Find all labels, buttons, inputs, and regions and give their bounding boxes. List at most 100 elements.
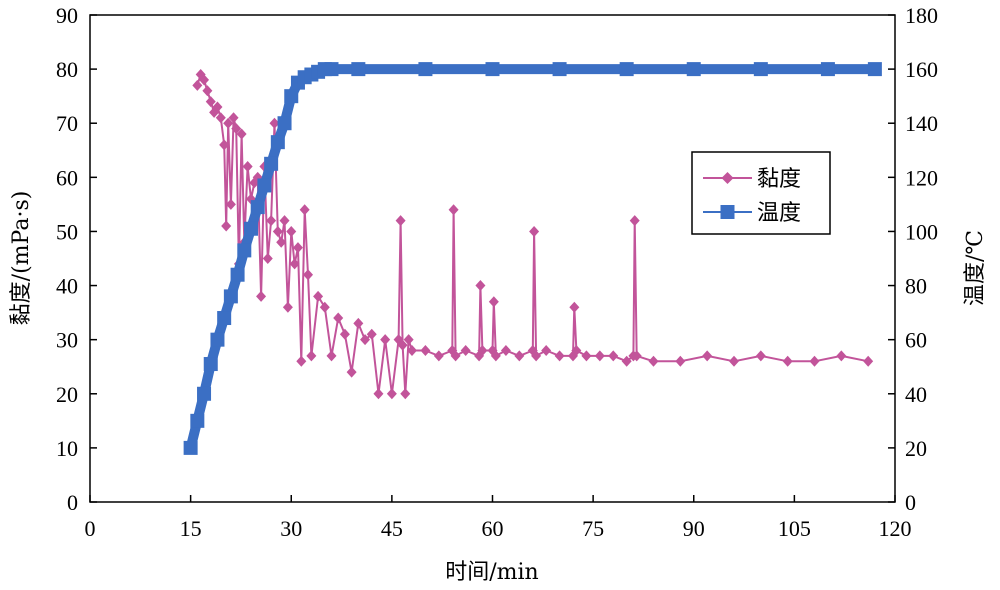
viscosity-point xyxy=(809,355,820,367)
viscosity-point xyxy=(863,355,874,367)
temperature-point xyxy=(197,386,212,401)
viscosity-point xyxy=(397,339,408,351)
viscosity-point xyxy=(256,290,267,302)
viscosity-point xyxy=(296,355,307,367)
viscosity-point xyxy=(333,312,344,324)
viscosity-point xyxy=(360,334,371,346)
temperature-point xyxy=(277,116,292,131)
legend-box xyxy=(691,151,831,235)
viscosity-point xyxy=(407,344,417,356)
viscosity-point xyxy=(282,301,293,313)
viscosity-point xyxy=(353,317,364,329)
viscosity-point xyxy=(477,344,488,356)
temperature-point xyxy=(324,62,339,77)
x-tick-label: 120 xyxy=(879,516,912,541)
y-right-tick-label: 20 xyxy=(905,436,927,461)
y-axis-right-title: 温度/℃ xyxy=(963,230,988,306)
y-left-tick-label: 30 xyxy=(56,328,78,353)
viscosity-point xyxy=(395,215,406,227)
temperature-point xyxy=(485,62,500,77)
viscosity-point xyxy=(420,344,431,356)
y-left-tick-label: 60 xyxy=(56,165,78,190)
y-right-tick-label: 40 xyxy=(905,382,927,407)
legend-label-temperature: 温度 xyxy=(757,201,801,226)
y-right-tick-label: 100 xyxy=(905,219,938,244)
temperature-point xyxy=(237,243,252,258)
y-right-tick-label: 180 xyxy=(905,3,938,28)
temperature-point xyxy=(223,289,238,304)
x-tick-label: 45 xyxy=(381,516,403,541)
viscosity-point xyxy=(621,355,632,367)
x-axis: 0 15 30 45 60 75 90 105 120 xyxy=(85,495,912,541)
viscosity-point xyxy=(242,161,253,173)
viscosity-point xyxy=(306,350,317,362)
viscosity-point xyxy=(228,112,239,124)
viscosity-point xyxy=(276,236,287,248)
y-right-tick-label: 140 xyxy=(905,111,938,136)
y-right-tick-label: 160 xyxy=(905,57,938,82)
temperature-point xyxy=(250,200,265,215)
viscosity-point xyxy=(460,344,471,356)
temperature-point xyxy=(351,62,366,77)
viscosity-point xyxy=(433,350,444,362)
y-right-tick-label: 60 xyxy=(905,328,927,353)
temperature-point xyxy=(820,62,835,77)
viscosity-point xyxy=(450,350,461,362)
legend-label-viscosity: 黏度 xyxy=(757,167,801,192)
viscosity-point xyxy=(199,74,210,86)
x-tick-label: 30 xyxy=(280,516,302,541)
temperature-point xyxy=(230,267,245,282)
x-tick-label: 15 xyxy=(180,516,202,541)
x-tick-label: 105 xyxy=(778,516,811,541)
viscosity-point xyxy=(608,350,619,362)
viscosity-point xyxy=(594,350,605,362)
viscosity-point xyxy=(400,388,411,400)
viscosity-point xyxy=(346,366,357,378)
viscosity-point xyxy=(269,117,280,129)
viscosity-point xyxy=(571,344,582,356)
viscosity-point xyxy=(215,112,226,124)
series-layer xyxy=(183,62,882,455)
viscosity-point xyxy=(755,350,766,362)
temperature-point xyxy=(244,221,258,236)
viscosity-point xyxy=(266,215,277,227)
viscosity-point xyxy=(380,334,391,346)
temperature-point xyxy=(203,357,218,372)
viscosity-point xyxy=(299,204,310,216)
viscosity-point xyxy=(648,355,659,367)
temperature-point xyxy=(264,156,279,171)
viscosity-point xyxy=(303,269,314,281)
y-right-tick-label: 80 xyxy=(905,274,927,299)
viscosity-point xyxy=(192,79,203,91)
viscosity-point xyxy=(488,296,499,308)
y-left-tick-label: 20 xyxy=(56,382,78,407)
viscosity-point xyxy=(629,215,640,227)
viscosity-point xyxy=(272,225,283,237)
y-axis-left: 0 10 20 30 40 50 60 70 80 90 xyxy=(56,3,97,515)
viscosity-point xyxy=(313,290,324,302)
viscosity-point xyxy=(531,350,542,362)
viscosity-point xyxy=(403,334,414,346)
viscosity-point xyxy=(289,258,300,270)
x-tick-label: 90 xyxy=(683,516,705,541)
legend-marker-temperature xyxy=(720,205,735,219)
viscosity-point xyxy=(366,328,377,340)
viscosity-point xyxy=(581,350,592,362)
x-tick-label: 75 xyxy=(582,516,604,541)
viscosity-point xyxy=(675,355,686,367)
y-left-tick-label: 0 xyxy=(67,490,78,515)
plot-border xyxy=(89,14,896,503)
temperature-point xyxy=(284,89,299,104)
viscosity-point xyxy=(262,253,273,264)
y-left-tick-label: 70 xyxy=(56,111,78,136)
viscosity-point xyxy=(279,215,290,227)
viscosity-point xyxy=(236,128,247,140)
y-axis-left-title: 黏度/(mPa·s) xyxy=(9,191,34,326)
y-left-tick-label: 40 xyxy=(56,274,78,299)
viscosity-point xyxy=(631,350,642,362)
viscosity-point xyxy=(319,301,330,313)
viscosity-point xyxy=(225,198,236,210)
viscosity-point xyxy=(386,388,397,400)
temperature-point xyxy=(210,332,225,347)
